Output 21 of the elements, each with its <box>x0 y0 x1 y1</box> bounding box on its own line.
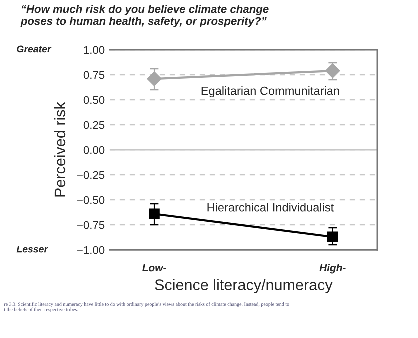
y-axis-title: Perceived risk <box>54 102 66 197</box>
point <box>327 232 338 242</box>
text: Lesser <box>16 246 48 253</box>
chart-title: “How much risk do you believe climate change poses to human health, safety, or prosperity?” <box>20 5 269 28</box>
series-label: Hierarchical Individualist <box>208 203 334 212</box>
y-tick-label: −1.00 <box>78 246 105 254</box>
y-tick-label: 0.00 <box>84 146 105 154</box>
series-label: Egalitarian Communitarian <box>202 86 340 98</box>
y-tick-label: −0.50 <box>78 196 105 204</box>
point <box>147 72 162 86</box>
y-tick-label: 0.50 <box>84 96 105 104</box>
y-tick-label: −0.25 <box>78 171 105 180</box>
text: Greater <box>17 46 52 53</box>
x-tick-label: High- <box>320 264 346 274</box>
y-tick-label: 0.25 <box>84 121 105 130</box>
x-tick-label: Low- <box>142 264 166 272</box>
y-tick-label: 1.00 <box>84 46 105 54</box>
x-axis-title: Science literacy/numeracy <box>155 279 333 294</box>
y-tick-label: −0.75 <box>78 221 105 230</box>
point <box>149 208 160 220</box>
y-tick-label: 0.75 <box>84 71 105 80</box>
